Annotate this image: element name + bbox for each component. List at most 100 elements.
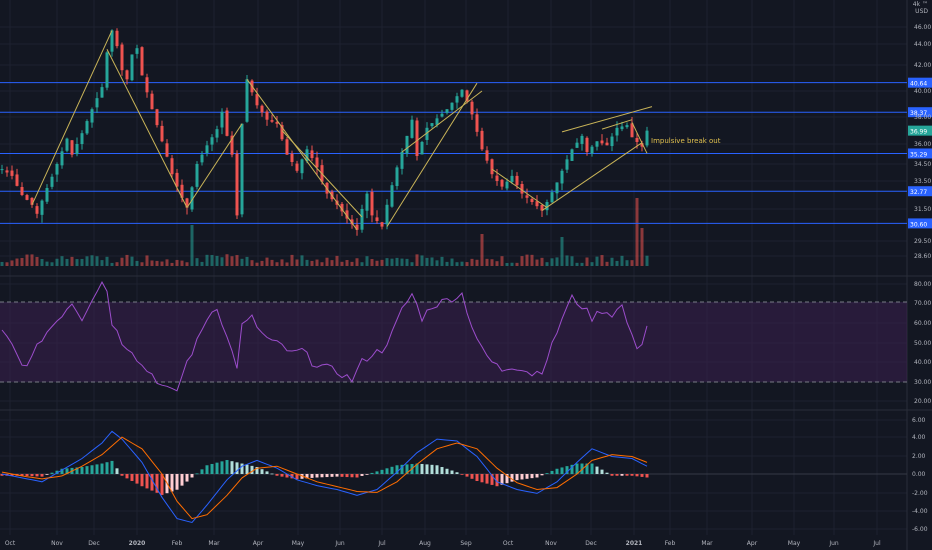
candle-body [140,47,144,76]
trendline [601,119,633,130]
volume-bar [315,259,319,266]
macd-histogram-bar [175,474,179,490]
candle-body [275,122,279,124]
candle-body [315,157,319,168]
volume-bar [455,262,459,266]
candle-body [455,96,459,103]
volume-bar [345,259,349,266]
time-tick-label: Jun [334,540,345,547]
volume-bar [25,254,29,266]
candle-body [285,139,289,155]
candle-body [240,123,244,215]
volume-bar [605,261,609,266]
impulsive-breakout-annotation[interactable]: Impulsive break out [651,137,721,145]
rsi-tick-label: 60.00 [914,320,931,327]
candle-body [345,210,349,219]
macd-tick-label: 0.00 [912,471,926,478]
candle-body [205,145,209,154]
time-tick-label: 2020 [129,540,146,547]
rsi-band [0,301,907,383]
macd-histogram-bar [295,474,299,480]
trendline [491,168,548,209]
candle-body [425,127,429,140]
level-price-label: 32.77 [910,189,927,196]
macd-histogram-bar [110,460,114,474]
candle-body [535,201,539,207]
macd-histogram-bar [600,469,604,474]
macd-histogram-bar [400,464,404,474]
volume-bar [360,262,364,266]
candle-body [185,198,189,208]
candle-body [520,183,524,194]
macd-histogram-bar [340,474,344,477]
candle-body [55,164,59,175]
macd-histogram-bar [440,467,444,474]
volume-bar [600,255,604,266]
macd-histogram-bar [125,474,129,479]
candle-body [465,90,469,102]
volume-bar [445,261,449,266]
trendline [541,142,643,212]
volume-bar [635,198,639,266]
volume-bar [130,256,134,266]
macd-histogram-bar [585,463,589,474]
volume-bar [270,259,274,266]
volume-bar [595,256,599,266]
candle-body [360,209,364,230]
candle-body [100,87,104,98]
price-candles [0,28,649,236]
candle-body [540,204,544,211]
candle-body [545,202,549,211]
volume-bar [340,261,344,266]
time-tick-label: Apr [253,540,264,547]
volume-bar [75,259,79,266]
time-tick-label: Jul [377,540,386,547]
macd-histogram-bar [95,464,99,474]
volume-bar [550,258,554,266]
time-tick-label: 2021 [626,540,643,547]
macd-histogram-bar [470,474,474,479]
macd-histogram-bar [260,469,264,474]
volume-bar [465,262,469,266]
candle-body [460,89,464,97]
candle-body [295,163,299,171]
macd-histogram-bar [255,467,259,474]
candle-body [450,102,454,110]
macd-histogram-bar [570,464,574,474]
candle-body [260,105,264,113]
candle-body [225,110,229,136]
macd-histogram-bar [135,474,139,484]
candle-body [180,184,184,198]
candle-body [210,137,214,145]
macd-histogram-bar [235,462,239,474]
macd-histogram-bar [455,472,459,474]
macd-histogram-bar [515,474,519,481]
candle-body [0,169,4,171]
horizontal-levels[interactable]: 40.64 38.37 35.29 32.77 30.60 36.99 [0,77,932,229]
time-tick-label: Dec [585,540,597,547]
volume-bar [255,262,259,266]
level-price-label: 35.29 [910,151,927,158]
volume-bar [400,258,404,266]
volume-bar [10,260,14,266]
volume-bar [440,256,444,266]
candle-body [255,94,259,106]
macd-histogram-bar [30,474,34,477]
macd-line [1,430,648,524]
volume-bar [15,258,19,266]
candle-body [95,98,99,108]
price-tick-label: 44.00 [914,41,931,48]
candle-body [115,30,119,47]
candle-body [600,140,604,144]
volume-bar [505,262,509,266]
candle-body [200,154,204,163]
macd-histogram-bar [465,474,469,477]
trendlines[interactable] [31,30,653,231]
macd-histogram-bar [130,474,134,481]
macd-histogram-bar [320,474,324,478]
time-tick-label: May [292,540,305,547]
candle-body [150,93,154,110]
macd-histogram-bar [560,467,564,474]
level-price-tag [908,186,932,197]
